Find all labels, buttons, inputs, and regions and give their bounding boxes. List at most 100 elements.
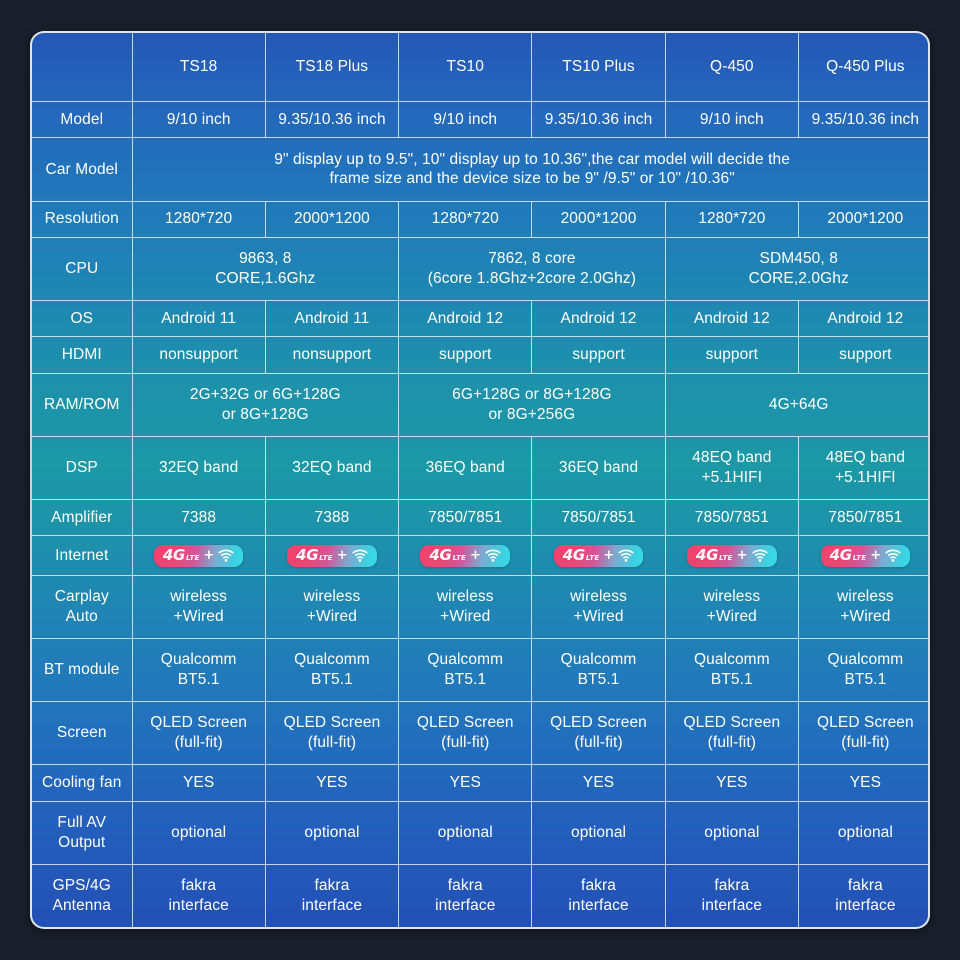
badge-plus-label: + bbox=[470, 547, 482, 563]
cell-dsp-4: 36EQ band bbox=[531, 435, 666, 501]
row-label-full-av-output: Full AV Output bbox=[32, 800, 133, 865]
cell-gps-4g-antenna-3: fakra interface bbox=[398, 863, 533, 927]
cell-resolution-6: 2000*1200 bbox=[797, 200, 928, 238]
cell-os-3: Android 12 bbox=[398, 300, 533, 338]
cell-hdmi-3: support bbox=[398, 336, 533, 374]
badge-plus-label: + bbox=[736, 547, 748, 563]
row-label-os: OS bbox=[32, 300, 133, 338]
cell-internet-ts18-plus: 4G LTE + bbox=[264, 535, 400, 576]
table-row: Amplifier 7388 7388 7850/7851 7850/7851 7850/… bbox=[32, 499, 928, 537]
cell-os-1: Android 11 bbox=[131, 300, 266, 338]
cell-bt-module-4: Qualcomm BT5.1 bbox=[531, 637, 666, 703]
spec-table-body: TS18 TS18 Plus TS10 TS10 Plus Q-450 Q-450 Plu… bbox=[32, 33, 928, 927]
badge-lte-label: LTE bbox=[585, 553, 600, 562]
cell-gps-4g-antenna-2: fakra interface bbox=[264, 863, 400, 927]
wifi-icon bbox=[751, 549, 768, 562]
cell-cpu-1: 9863, 8 CORE,1.6Ghz bbox=[131, 236, 400, 302]
table-row: Cooling fan YES YES YES YES YES YES bbox=[32, 764, 928, 802]
cell-full-av-output-5: optional bbox=[664, 800, 799, 865]
cell-full-av-output-1: optional bbox=[131, 800, 266, 865]
cell-os-2: Android 11 bbox=[264, 300, 400, 338]
cell-cpu-3: SDM450, 8 CORE,2.0Ghz bbox=[664, 236, 928, 302]
cell-model-4: 9.35/10.36 inch bbox=[531, 100, 666, 139]
cell-amplifier-5: 7850/7851 bbox=[664, 499, 799, 537]
cell-full-av-output-3: optional bbox=[398, 800, 533, 865]
cell-internet-ts18: 4G LTE + bbox=[131, 535, 266, 576]
badge-4g-label: 4G bbox=[829, 545, 852, 564]
row-label-dsp: DSP bbox=[32, 435, 133, 501]
cell-cpu-2: 7862, 8 core (6core 1.8Ghz+2core 2.0Ghz) bbox=[398, 236, 666, 302]
cell-hdmi-1: nonsupport bbox=[131, 336, 266, 374]
cell-amplifier-1: 7388 bbox=[131, 499, 266, 537]
cell-cooling-fan-2: YES bbox=[264, 764, 400, 802]
cell-internet-ts10: 4G LTE + bbox=[398, 535, 533, 576]
internet-4g-lte-wifi-badge: 4G LTE + bbox=[687, 544, 777, 567]
cell-resolution-3: 1280*720 bbox=[398, 200, 533, 238]
row-label-carplay-auto: Carplay Auto bbox=[32, 574, 133, 639]
spec-card-inner: TS18 TS18 Plus TS10 TS10 Plus Q-450 Q-450 Plu… bbox=[32, 33, 928, 927]
cell-gps-4g-antenna-5: fakra interface bbox=[664, 863, 799, 927]
spec-comparison-table: TS18 TS18 Plus TS10 TS10 Plus Q-450 Q-450 Plu… bbox=[32, 33, 928, 927]
row-label-cooling-fan: Cooling fan bbox=[32, 764, 133, 802]
table-row: GPS/4G Antenna fakra interface fakra inter… bbox=[32, 863, 928, 927]
badge-plus-label: + bbox=[203, 547, 215, 563]
cell-ram-rom-1: 2G+32G or 6G+128G or 8G+128G bbox=[131, 372, 400, 437]
cell-bt-module-1: Qualcomm BT5.1 bbox=[131, 637, 266, 703]
row-label-gps-4g-antenna: GPS/4G Antenna bbox=[32, 863, 133, 927]
cell-resolution-5: 1280*720 bbox=[664, 200, 799, 238]
row-label-cpu: CPU bbox=[32, 236, 133, 302]
cell-os-6: Android 12 bbox=[797, 300, 928, 338]
row-label-bt-module: BT module bbox=[32, 637, 133, 703]
cell-carplay-auto-4: wireless +Wired bbox=[531, 574, 666, 639]
cell-hdmi-6: support bbox=[797, 336, 928, 374]
cell-hdmi-5: support bbox=[664, 336, 799, 374]
cell-carplay-auto-2: wireless +Wired bbox=[264, 574, 400, 639]
column-header-ts10-plus: TS10 Plus bbox=[531, 33, 666, 102]
badge-4g-label: 4G bbox=[162, 545, 185, 564]
cell-full-av-output-4: optional bbox=[531, 800, 666, 865]
row-label-screen: Screen bbox=[32, 701, 133, 766]
table-row: Resolution 1280*720 2000*1200 1280*720 2000*… bbox=[32, 200, 928, 238]
cell-car-model-1: 9" display up to 9.5", 10" display up to… bbox=[131, 137, 928, 202]
cell-amplifier-6: 7850/7851 bbox=[797, 499, 928, 537]
cell-model-5: 9/10 inch bbox=[664, 100, 799, 139]
wifi-icon bbox=[485, 549, 501, 562]
cell-bt-module-3: Qualcomm BT5.1 bbox=[398, 637, 533, 703]
cell-internet-q-450: 4G LTE + bbox=[664, 535, 799, 576]
column-header-ts10: TS10 bbox=[398, 33, 533, 102]
cell-amplifier-2: 7388 bbox=[264, 499, 400, 537]
table-row: DSP 32EQ band 32EQ band 36EQ band 36EQ band 4… bbox=[32, 435, 928, 501]
cell-hdmi-4: support bbox=[531, 336, 666, 374]
table-row: Screen QLED Screen (full-fit) QLED Screen … bbox=[32, 701, 928, 766]
badge-lte-label: LTE bbox=[719, 553, 733, 562]
badge-lte-label: LTE bbox=[185, 553, 200, 562]
cell-model-1: 9/10 inch bbox=[131, 100, 266, 139]
cell-cooling-fan-3: YES bbox=[398, 764, 533, 802]
cell-gps-4g-antenna-4: fakra interface bbox=[531, 863, 666, 927]
cell-carplay-auto-5: wireless +Wired bbox=[664, 574, 799, 639]
badge-lte-label: LTE bbox=[852, 553, 867, 562]
cell-carplay-auto-3: wireless +Wired bbox=[398, 574, 533, 639]
internet-4g-lte-wifi-badge: 4G LTE + bbox=[420, 544, 511, 567]
table-row: RAM/ROM 2G+32G or 6G+128G or 8G+128G 6G+12… bbox=[32, 372, 928, 437]
cell-dsp-1: 32EQ band bbox=[131, 435, 266, 501]
column-header-q-450: Q-450 bbox=[664, 33, 799, 102]
cell-amplifier-4: 7850/7851 bbox=[531, 499, 666, 537]
row-label-model: Model bbox=[32, 100, 133, 139]
cell-os-4: Android 12 bbox=[531, 300, 666, 338]
cell-carplay-auto-6: wireless +Wired bbox=[797, 574, 928, 639]
table-corner-cell bbox=[32, 33, 133, 102]
table-row: Car Model 9" display up to 9.5", 10" disp… bbox=[32, 137, 928, 202]
cell-model-3: 9/10 inch bbox=[398, 100, 533, 139]
wifi-icon bbox=[218, 549, 235, 562]
badge-4g-label: 4G bbox=[296, 545, 319, 564]
wifi-icon bbox=[618, 549, 635, 562]
table-header-row: TS18 TS18 Plus TS10 TS10 Plus Q-450 Q-450 Plu… bbox=[32, 33, 928, 102]
row-label-amplifier: Amplifier bbox=[32, 499, 133, 537]
cell-bt-module-6: Qualcomm BT5.1 bbox=[797, 637, 928, 703]
row-label-hdmi: HDMI bbox=[32, 336, 133, 374]
internet-4g-lte-wifi-badge: 4G LTE + bbox=[553, 544, 644, 567]
cell-carplay-auto-1: wireless +Wired bbox=[131, 574, 266, 639]
column-header-q-450-plus: Q-450 Plus bbox=[797, 33, 928, 102]
